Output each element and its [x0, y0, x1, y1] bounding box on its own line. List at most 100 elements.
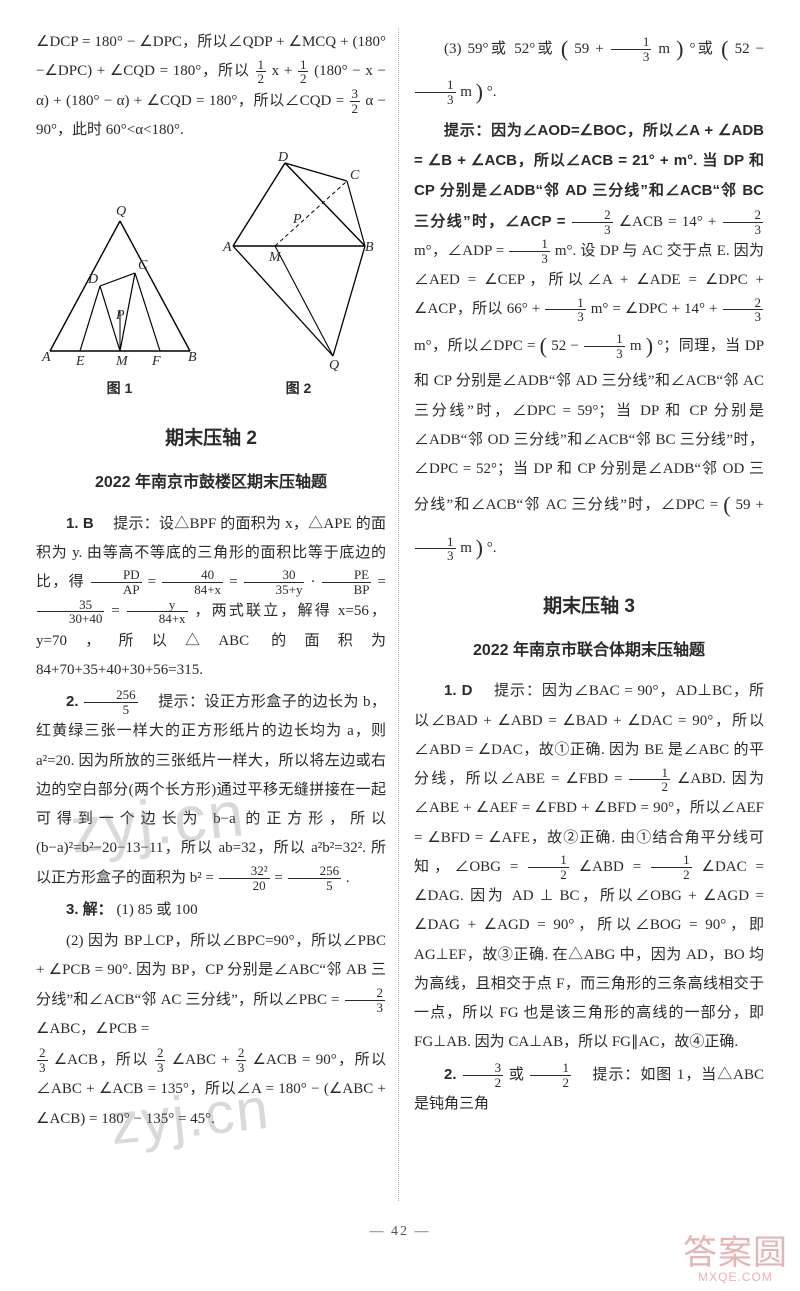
svg-text:M: M [115, 354, 129, 369]
t: = [229, 574, 243, 590]
t: °；同理，当 DP 和 CP 分别是∠ADB“邻 AD 三分线”和∠ACB“邻 … [414, 338, 764, 514]
left-q1: 1. B 提示：设△BPF 的面积为 x，△APE 的面积为 y. 由等高不等底… [36, 509, 386, 686]
t: ∠ABC，∠PCB = [36, 1021, 149, 1037]
frac: 12 [629, 766, 670, 794]
frac: y84+x [127, 598, 188, 626]
frac: 13 [611, 35, 652, 63]
frac: 23 [236, 1046, 247, 1074]
t: = [111, 603, 125, 619]
left-q2: 2. 2565 提示：设正方形盒子的边长为 b，红黄绿三张一样大的正方形纸片的边… [36, 687, 386, 893]
t: 提示：设正方形盒子的边长为 b，红黄绿三张一样大的正方形纸片的边长均为 a，则 … [36, 694, 386, 886]
svg-text:Q: Q [329, 358, 339, 371]
svg-text:C: C [350, 168, 360, 183]
svg-text:A: A [222, 240, 232, 255]
paren: ) [646, 333, 653, 358]
t: x + [272, 63, 297, 79]
frac: 13 [584, 332, 625, 360]
frac: PEBP [322, 568, 372, 596]
t: = [148, 574, 162, 590]
content-columns: ∠DCP = 180° − ∠DPC，所以∠QDP + ∠MCQ + (180°… [36, 28, 764, 1198]
paren: ( [721, 36, 728, 61]
svg-text:B: B [365, 240, 374, 255]
paren: ( [723, 492, 730, 517]
t: ∠ABD = [579, 859, 650, 875]
paren: ( [561, 36, 568, 61]
svg-text:F: F [151, 354, 161, 369]
svg-text:M: M [268, 250, 282, 265]
frac: PDAP [91, 568, 142, 596]
paren: ) [676, 36, 683, 61]
frac: 23 [572, 208, 613, 236]
t: m [460, 540, 472, 556]
svg-text:B: B [188, 350, 197, 365]
svg-text:D: D [277, 151, 288, 165]
t: ∠ABC + [172, 1052, 235, 1068]
t: m°，∠ADP = [414, 243, 508, 259]
frac: 13 [509, 237, 550, 265]
frac: 3530+40 [37, 598, 104, 626]
frac: 12 [530, 1061, 571, 1089]
q1-head: 1. D [444, 682, 489, 699]
stamp-main: 答案圆 [683, 1235, 788, 1272]
t: m [630, 338, 642, 354]
frac: 12 [651, 853, 692, 881]
frac: 23 [345, 986, 386, 1014]
section-2-title: 期末压轴 2 [36, 420, 386, 457]
q1-head: 1. B [66, 515, 109, 532]
q2-head: 2. [66, 693, 83, 710]
frac: 13 [415, 535, 456, 563]
t: 59 + [736, 497, 764, 513]
frac: 23 [37, 1046, 48, 1074]
section-3-subtitle: 2022 年南京市联合体期末压轴题 [414, 635, 764, 666]
t: m° = ∠DPC + 14° + [591, 301, 722, 317]
t: (3) 59°或 52°或 [444, 41, 555, 57]
left-p1: ∠DCP = 180° − ∠DPC，所以∠QDP + ∠MCQ + (180°… [36, 28, 386, 145]
t: = [378, 574, 386, 590]
paren: ( [540, 333, 547, 358]
t: = [274, 870, 286, 886]
svg-text:P: P [292, 212, 302, 227]
t: 52 − [735, 41, 765, 57]
column-divider [398, 28, 399, 1201]
svg-text:A: A [41, 350, 51, 365]
frac: 3035+y [244, 568, 305, 596]
svg-text:Q: Q [116, 204, 126, 219]
t: (1) 85 或 100 [116, 902, 197, 918]
frac: 23 [155, 1046, 166, 1074]
t: ∠ACB，所以 [54, 1052, 149, 1068]
svg-text:D: D [87, 272, 98, 287]
corner-stamp: 答案圆 MXQE.COM [683, 1237, 788, 1283]
frac: 4084+x [162, 568, 223, 596]
fig1-caption: 图 1 [107, 375, 133, 402]
figure-1-svg: A B Q D C P E M F [40, 201, 200, 371]
section-2-subtitle: 2022 年南京市鼓楼区期末压轴题 [36, 467, 386, 498]
svg-text:E: E [75, 354, 85, 369]
frac: 32 [463, 1061, 504, 1089]
q3-head: 3. 解： [66, 901, 113, 918]
frac: 12 [528, 853, 569, 881]
right-p3: 提示：因为∠AOD=∠BOC，所以∠A + ∠ADB = ∠B + ∠ACB，所… [414, 116, 764, 570]
t: . [346, 870, 350, 886]
frac: 2565 [288, 864, 342, 892]
t: 52 − [551, 338, 583, 354]
t: °. [487, 84, 497, 100]
t: 或 [509, 1067, 525, 1083]
paren: ) [476, 79, 483, 104]
paren: ) [476, 535, 483, 560]
t: °. [487, 540, 497, 556]
right-p2: (3) 59°或 52°或 ( 59 + 13 m ) °或 ( 52 − 13… [414, 28, 764, 114]
t: °或 [690, 41, 716, 57]
frac: 32²20 [219, 864, 270, 892]
frac: 13 [415, 78, 456, 106]
left-q3-2: (2) 因为 BP⊥CP，所以∠BPC=90°，所以∠PBC + ∠PCB = … [36, 927, 386, 1044]
right-q2: 2. 32 或 12 提示：如图 1，当△ABC 是钝角三角 [414, 1060, 764, 1120]
frac: 32 [350, 87, 361, 115]
svg-text:P: P [115, 308, 125, 323]
svg-text:C: C [138, 258, 148, 273]
t: m°，所以∠DPC = [414, 338, 540, 354]
frac: 12 [256, 58, 267, 86]
t: 59 + [574, 41, 610, 57]
right-q1: 1. D 提示：因为∠BAC = 90°，AD⊥BC，所以∠BAD + ∠ABD… [414, 676, 764, 1057]
right-p1: 23 ∠ACB，所以 23 ∠ABC + 23 ∠ACB = 90°，所以∠AB… [36, 1046, 386, 1134]
page-number: — 42 — [0, 1218, 800, 1245]
